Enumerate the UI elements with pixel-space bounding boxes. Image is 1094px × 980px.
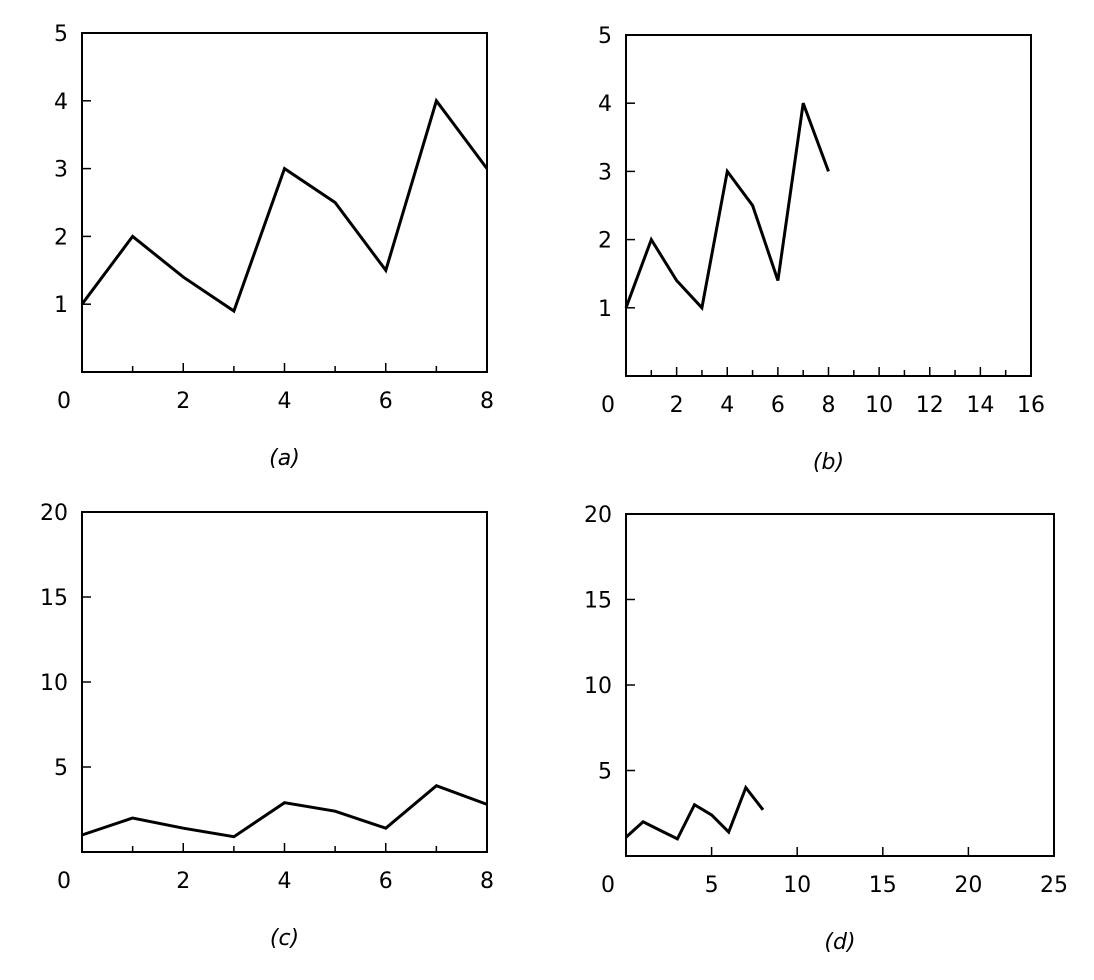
y-tick-label-c: 15 — [40, 586, 68, 611]
x-tick-label-b: 14 — [966, 393, 994, 418]
plot-frame-a — [81, 32, 488, 373]
panel-caption-c: (c) — [270, 926, 299, 951]
plot-frame-b — [625, 34, 1032, 377]
x-tick-label-b: 12 — [916, 393, 944, 418]
x-tick-label-c: 4 — [278, 869, 292, 894]
series-line-c — [81, 783, 488, 839]
plot-frame-c — [81, 511, 488, 853]
x-tick-label-a: 0 — [57, 389, 71, 414]
y-tick-label-b: 4 — [598, 92, 612, 117]
y-tick-label-b: 1 — [598, 297, 612, 322]
y-tick-label-d: 10 — [584, 674, 612, 699]
y-tick-label-a: 3 — [54, 158, 68, 183]
chart-panel-d: 0 5 10 15 20 25 5 10 15 20 (d) — [584, 503, 1068, 955]
x-tick-label-b: 4 — [720, 393, 734, 418]
y-tick-label-b: 5 — [598, 24, 612, 49]
x-tick-label-d: 25 — [1040, 873, 1068, 898]
y-tick-label-d: 20 — [584, 503, 612, 528]
panel-caption-a: (a) — [269, 446, 300, 471]
x-tick-label-d: 15 — [869, 873, 897, 898]
x-tick-label-a: 2 — [176, 389, 190, 414]
x-tick-label-a: 8 — [480, 389, 494, 414]
x-tick-label-c: 6 — [379, 869, 393, 894]
x-tick-label-a: 6 — [379, 389, 393, 414]
x-tick-label-a: 4 — [278, 389, 292, 414]
series-line-d — [624, 784, 765, 841]
series-line-a — [80, 97, 489, 314]
y-tick-label-d: 5 — [598, 760, 612, 785]
y-tick-label-b: 3 — [598, 160, 612, 185]
x-tick-label-b: 8 — [822, 393, 836, 418]
x-tick-label-d: 10 — [783, 873, 811, 898]
x-tick-label-b: 0 — [601, 393, 615, 418]
y-tick-label-d: 15 — [584, 589, 612, 614]
x-tick-label-b: 10 — [865, 393, 893, 418]
series-line-b — [624, 102, 830, 312]
chart-panel-a: 0 2 4 6 8 1 2 3 4 5 (a) — [54, 22, 494, 471]
x-tick-label-b: 16 — [1017, 393, 1045, 418]
panel-caption-b: (b) — [813, 450, 844, 475]
x-tick-label-c: 2 — [176, 869, 190, 894]
y-tick-label-b: 2 — [598, 229, 612, 254]
y-tick-label-a: 1 — [54, 293, 68, 318]
x-tick-label-d: 5 — [705, 873, 719, 898]
y-tick-label-c: 20 — [40, 501, 68, 526]
y-tick-label-a: 2 — [54, 225, 68, 250]
x-tick-label-c: 0 — [57, 869, 71, 894]
y-tick-label-c: 5 — [54, 756, 68, 781]
y-tick-label-a: 4 — [54, 90, 68, 115]
chart-panel-c: 0 2 4 6 8 5 10 15 20 (c) — [40, 501, 494, 951]
x-tick-label-c: 8 — [480, 869, 494, 894]
y-tick-label-c: 10 — [40, 671, 68, 696]
x-tick-label-d: 20 — [954, 873, 982, 898]
y-tick-label-a: 5 — [54, 22, 68, 47]
x-tick-label-b: 2 — [670, 393, 684, 418]
x-tick-label-d: 0 — [601, 873, 615, 898]
panel-caption-d: (d) — [824, 930, 855, 955]
plot-frame-d — [625, 513, 1055, 857]
x-tick-label-b: 6 — [771, 393, 785, 418]
